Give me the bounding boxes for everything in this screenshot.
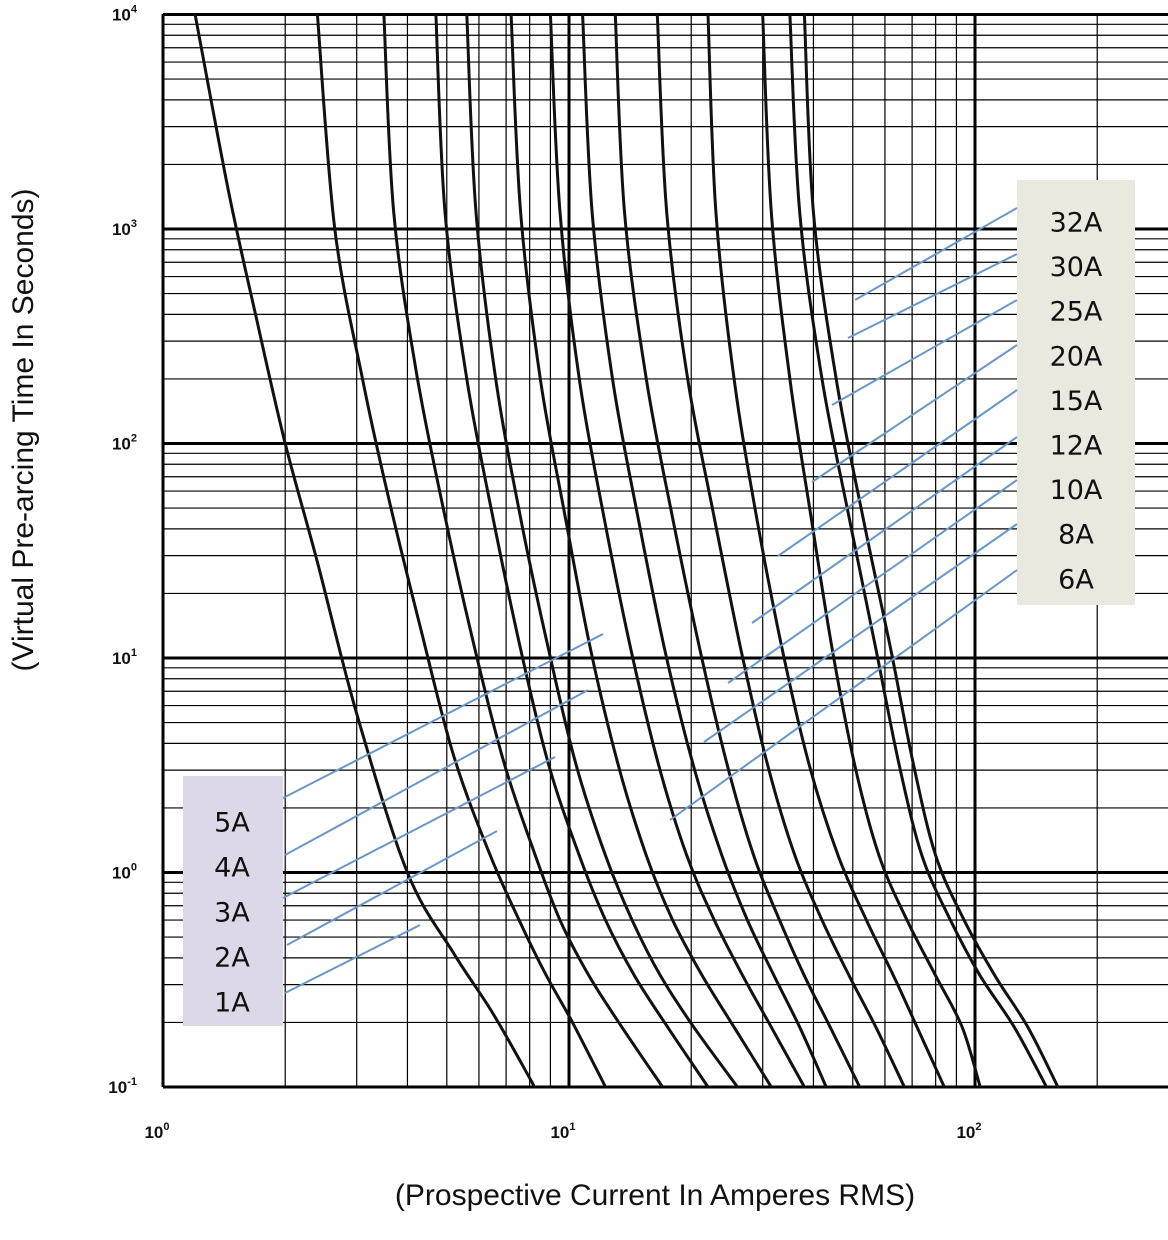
- legend-label-5a: 5A: [214, 808, 250, 839]
- y-axis-title: (Virtual Pre-arcing Time In Seconds): [7, 189, 40, 672]
- legend-label-1a: 1A: [214, 988, 250, 1019]
- y-tick-label: 100: [112, 862, 137, 883]
- legend-label-20a: 20A: [1050, 341, 1103, 372]
- y-tick-label: 104: [112, 4, 138, 25]
- legend-leader-line: [282, 756, 556, 899]
- x-tick-label: 101: [550, 1121, 575, 1142]
- legend-leader-line: [727, 479, 1018, 684]
- legend-label-6a: 6A: [1058, 564, 1094, 595]
- legend-label-32a: 32A: [1050, 208, 1103, 239]
- legend-leader-line: [751, 436, 1018, 624]
- legend-label-25a: 25A: [1050, 297, 1103, 328]
- legend-leader-line: [703, 523, 1018, 743]
- curve-3a: [382, 14, 664, 1087]
- legend-leader-line: [282, 633, 604, 799]
- legend-leader-line: [811, 344, 1018, 483]
- y-tick-label: 102: [112, 433, 137, 454]
- legend-label-2a: 2A: [214, 943, 250, 974]
- tick-labels: 100 101 102 10-1 100 101 102 103 104: [108, 4, 981, 1143]
- legend-label-30a: 30A: [1050, 252, 1103, 283]
- curve-12a: [613, 14, 862, 1087]
- x-tick-label: 100: [144, 1121, 169, 1142]
- curve-6a: [509, 14, 773, 1087]
- curve-10a: [581, 14, 828, 1087]
- curve-25a: [761, 14, 982, 1087]
- legend-leader-line: [831, 299, 1018, 406]
- curve-8a: [548, 14, 806, 1087]
- y-tick-label: 103: [112, 218, 137, 239]
- legend-leader-line: [847, 253, 1018, 339]
- curve-1a: [193, 14, 536, 1087]
- y-tick-label: 101: [112, 647, 137, 668]
- legend-label-8a: 8A: [1058, 520, 1094, 551]
- legend-leader-line: [669, 569, 1018, 821]
- legend-label-10a: 10A: [1050, 475, 1103, 506]
- legend-leader-line: [284, 924, 421, 994]
- legend-leader-line: [286, 830, 498, 946]
- curve-4a: [434, 14, 710, 1087]
- x-tick-label: 102: [956, 1121, 981, 1142]
- curve-15a: [655, 14, 906, 1087]
- x-axis-title: (Prospective Current In Amperes RMS): [395, 1179, 915, 1212]
- curve-5a: [465, 14, 739, 1087]
- legend-group-low-ratings: 5A 4A 3A 2A 1A: [183, 633, 604, 1026]
- legend: 5A 4A 3A 2A 1A 32A 30A 25A 20A 15A 12A 10A 8A 6A: [183, 180, 1135, 1026]
- legend-label-4a: 4A: [214, 853, 250, 884]
- legend-box: [183, 776, 283, 1026]
- legend-group-high-ratings: 32A 30A 25A 20A 15A 12A 10A 8A 6A: [669, 180, 1135, 821]
- curve-32a: [802, 14, 1060, 1087]
- curve-20a: [706, 14, 946, 1087]
- legend-leader-line: [854, 207, 1018, 301]
- y-tick-label: 10-1: [108, 1076, 137, 1097]
- legend-label-12a: 12A: [1050, 431, 1103, 462]
- legend-leader-line: [777, 389, 1018, 557]
- curve-2a: [315, 14, 607, 1087]
- legend-leader-line: [284, 689, 589, 856]
- legend-label-3a: 3A: [214, 898, 250, 929]
- legend-box: [1017, 180, 1135, 605]
- legend-label-15a: 15A: [1050, 386, 1103, 417]
- curves: [193, 14, 1060, 1087]
- curve-30a: [788, 14, 1048, 1087]
